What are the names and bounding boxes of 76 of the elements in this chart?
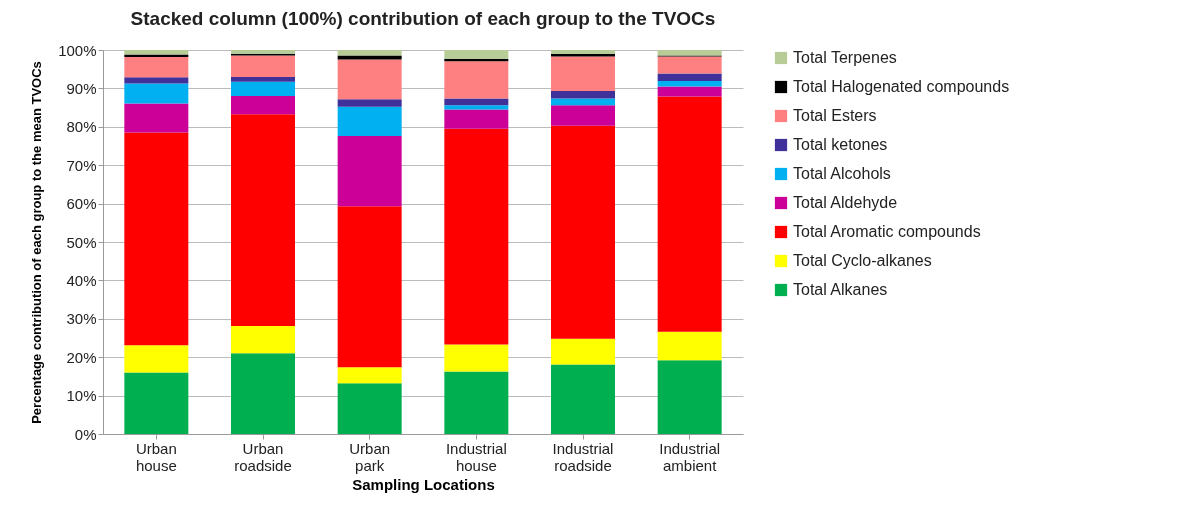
bar — [124, 372, 189, 434]
legend-label: Total Aromatic compounds — [793, 223, 981, 240]
y-tick-label: 20% — [66, 348, 97, 366]
y-tick-label: 30% — [66, 310, 97, 328]
chart-title: Stacked column (100%) contribution of each group to the TVOCs — [130, 8, 716, 29]
bar — [337, 99, 402, 107]
legend-label: Total Halogenated compounds — [793, 78, 1010, 95]
y-tick-label: 60% — [66, 195, 97, 213]
bar — [444, 98, 509, 106]
bar — [124, 83, 189, 104]
bar — [657, 56, 722, 74]
legend-label: Total Aldehyde — [793, 194, 898, 211]
bar — [551, 105, 615, 126]
bar — [657, 73, 722, 82]
bar — [124, 56, 189, 78]
y-tick-label: 0% — [74, 425, 97, 443]
bar — [444, 109, 509, 129]
x-tick-label: Urban park — [349, 439, 391, 474]
bar — [124, 77, 189, 84]
bar — [231, 76, 295, 82]
bar — [551, 98, 615, 106]
legend-label: Total Terpenes — [793, 49, 897, 66]
legend-label: Total Alkanes — [793, 281, 888, 298]
y-tick-label: 10% — [66, 387, 97, 405]
bar — [337, 136, 402, 207]
bar — [444, 344, 509, 372]
bar — [444, 105, 509, 110]
y-tick-label: 50% — [66, 233, 97, 251]
y-tick-label: 40% — [66, 271, 97, 289]
y-tick-label: 90% — [66, 79, 97, 97]
legend-label: Total ketones — [793, 136, 888, 153]
bar — [657, 81, 722, 87]
x-tick-label: Urban house — [135, 439, 177, 474]
bar — [124, 132, 189, 346]
legend-label: Total Cyclo-alkanes — [793, 252, 932, 269]
legend-label: Total Esters — [793, 107, 877, 124]
bar — [337, 59, 402, 100]
bar — [337, 50, 402, 56]
x-tick-label: Industrial roadside — [552, 439, 614, 474]
bar — [551, 338, 615, 365]
bar — [657, 96, 722, 332]
bar — [551, 364, 615, 434]
bar — [551, 91, 615, 99]
bar — [231, 326, 295, 354]
bar — [231, 114, 295, 327]
bar — [657, 360, 722, 434]
bar — [231, 55, 295, 77]
x-tick-label: Industrial house — [445, 439, 507, 474]
bar — [551, 125, 615, 339]
y-tick-label: 80% — [66, 118, 97, 136]
bar — [337, 383, 402, 434]
y-tick-label: 100% — [58, 41, 97, 59]
y-axis-title: Percentage contribution of each group to the mean TVOCs — [29, 61, 45, 424]
bar — [551, 56, 615, 92]
bar — [231, 81, 295, 97]
x-axis-title: Sampling Locations — [352, 475, 495, 493]
bar — [231, 96, 295, 115]
bar — [337, 106, 402, 137]
bar — [337, 367, 402, 384]
bar — [124, 103, 189, 133]
x-tick-label: Industrial ambient — [659, 439, 721, 474]
bar — [337, 55, 402, 60]
bar — [337, 206, 402, 368]
legend-label: Total Alcohols — [793, 165, 891, 182]
bar — [124, 345, 189, 373]
bar — [231, 353, 295, 434]
bar — [444, 61, 509, 99]
bar — [657, 86, 722, 97]
x-tick-label: Urban roadside — [234, 439, 292, 474]
bar — [444, 128, 509, 345]
bar — [444, 371, 509, 434]
y-tick-label: 70% — [66, 156, 97, 174]
bar — [657, 331, 722, 361]
bar — [657, 50, 722, 56]
bar — [124, 50, 189, 55]
bar — [444, 50, 509, 59]
